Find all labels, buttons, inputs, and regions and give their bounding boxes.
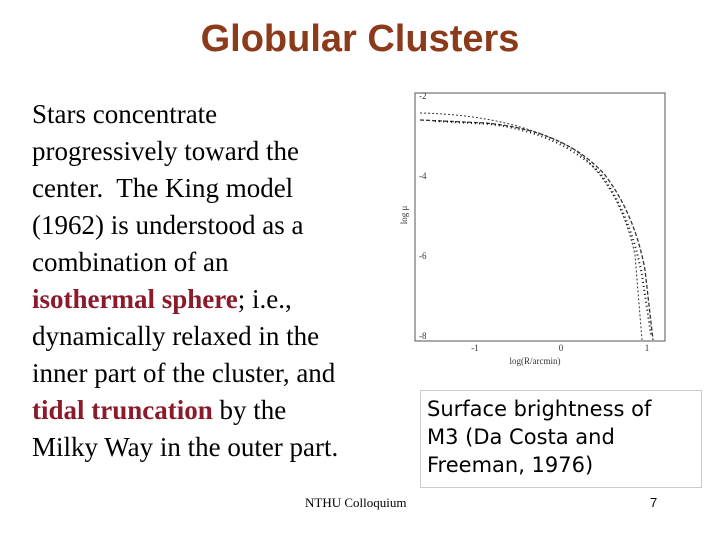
curve	[419, 112, 643, 341]
text-line: Milky Way in the outer part.	[32, 429, 338, 466]
text: inner part of the cluster, and	[32, 358, 336, 388]
caption-box: Surface brightness of M3 (Da Costa and Fre…	[420, 390, 702, 488]
text-line: (1962) is understood as a	[32, 207, 338, 244]
figure-frame	[414, 92, 666, 342]
text: by the	[212, 395, 287, 425]
figure: -2 -4 -6 -8 -1 0 1 log(R/arcmin) log μ	[399, 91, 666, 366]
text-line: tidal truncation by the	[32, 392, 338, 429]
text-line: combination of an	[32, 244, 338, 281]
x-tick-label: -1	[471, 343, 479, 353]
text-line: isothermal sphere; i.e.,	[32, 281, 338, 318]
data-points	[434, 120, 652, 336]
caption-line: M3 (Da Costa and	[427, 425, 615, 449]
x-axis-label: log(R/arcmin)	[510, 356, 561, 366]
text-line: inner part of the cluster, and	[32, 355, 338, 392]
y-tick-label: -4	[419, 171, 427, 181]
x-tick-label: 0	[559, 343, 564, 353]
text: (1962) is understood as a	[32, 210, 304, 240]
text: dynamically relaxed in the	[32, 321, 320, 351]
text: Stars concentrate	[32, 99, 218, 129]
text-line: center. The King model	[32, 170, 338, 207]
caption-line: Freeman, 1976)	[427, 453, 594, 477]
emphasis: isothermal sphere	[32, 284, 238, 314]
emphasis: tidal truncation	[32, 395, 213, 425]
text: ; i.e.,	[237, 284, 292, 314]
y-tick-label: -6	[419, 251, 427, 261]
body-text: Stars concentrate progressively toward th…	[32, 96, 338, 466]
footer: NTHU Colloquium	[305, 495, 407, 510]
text-line: Stars concentrate	[32, 96, 338, 133]
text-line: dynamically relaxed in the	[32, 318, 338, 355]
text: center. The King model	[32, 173, 294, 203]
y-axis-label: log μ	[399, 206, 409, 225]
x-tick-label: 1	[645, 343, 650, 353]
page-number: 7	[650, 495, 658, 510]
text: progressively toward the	[32, 136, 299, 166]
curve	[419, 119, 654, 341]
text-line: progressively toward the	[32, 133, 338, 170]
slide-title: Globular Clusters	[200, 18, 520, 60]
y-tick-label: -8	[419, 331, 427, 341]
y-tick-label: -2	[419, 91, 427, 101]
caption-line: Surface brightness of	[427, 397, 652, 421]
text: combination of an	[32, 247, 229, 277]
text: Milky Way in the outer part.	[32, 432, 339, 462]
